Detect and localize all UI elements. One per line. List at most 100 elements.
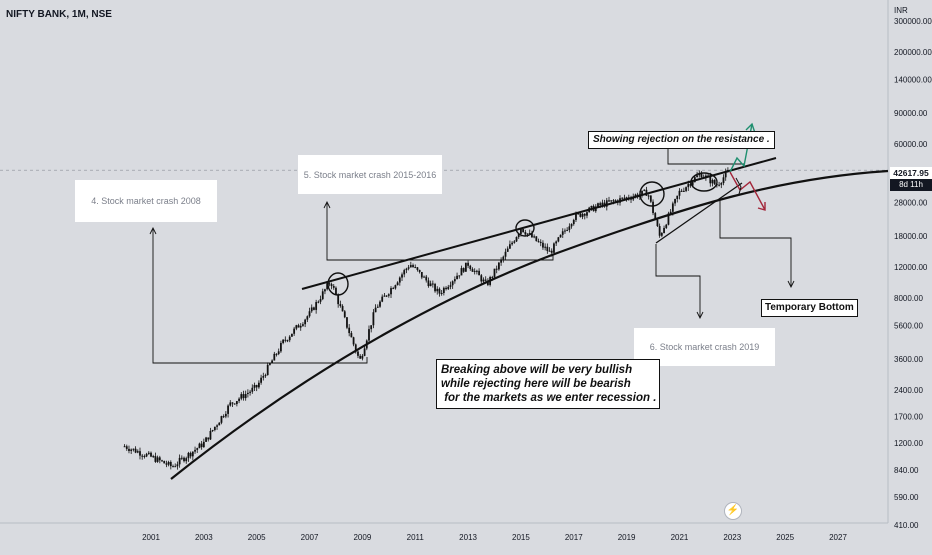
candle-body [641,190,643,195]
candle-body [592,205,595,212]
candle-body [244,394,247,399]
candle-body [145,453,148,457]
candle-body [559,234,562,238]
bracket-arrowhead [696,311,704,320]
candle-body [709,176,712,184]
candle-body [346,317,348,328]
candle-body [722,177,725,184]
candle-body [544,246,547,248]
price-tick-label: 5600.00 [894,321,923,330]
candle-body [330,284,333,287]
candle-body [187,452,190,459]
candle-body [260,377,262,383]
candle-body [660,232,663,236]
candle-body [271,360,274,364]
candle-body [282,339,285,343]
candle-body [610,200,613,202]
candle-body [350,333,353,338]
candle-body [398,277,401,283]
time-tick-label: 2025 [776,533,794,542]
candle-body [449,285,452,287]
candle-body [238,398,240,402]
time-tick-label: 2009 [353,533,371,542]
candle-body [205,437,207,442]
annotation-temporary-bottom[interactable]: Temporary Bottom [761,299,858,317]
candle-body [209,430,212,440]
time-tick-label: 2015 [512,533,530,542]
breakout-note-line-3: for the markets as we enter recession . [441,392,657,404]
candle-body [229,402,232,406]
annotation-breakout-note[interactable]: Breaking above will be very bullish whil… [436,359,660,409]
candle-body [680,190,683,192]
time-axis[interactable]: 2001 2003 2005 2007 2009 2011 2013 2015 2017 2019… [142,533,847,542]
candle-body [280,342,282,352]
candle-body [625,197,628,199]
candle-body [663,227,665,233]
candle-body [590,205,593,208]
bearish-arrowhead [757,202,766,211]
bracket-arrowhead [149,226,157,235]
candle-body [555,241,558,244]
candle-body [451,281,454,286]
candle-body [493,268,496,278]
candle-body [403,270,406,275]
annotation-crash-2019[interactable]: 6. Stock market crash 2019 [634,328,775,366]
candle-body [297,325,300,328]
candle-body [381,296,384,302]
candle-body [652,201,654,214]
highlight-circle [690,172,718,192]
price-tick-label: 60000.00 [894,140,928,149]
candle-body [227,405,229,414]
candle-body [601,202,604,205]
annotation-rejection[interactable]: Showing rejection on the resistance . [588,131,775,149]
candle-body [139,451,141,456]
candle-body [469,265,472,270]
candle-body [498,262,500,270]
price-tick-label: 200000.00 [894,48,932,57]
candle-body [390,288,392,295]
candle-body [614,200,617,202]
candle-body [372,312,375,326]
candle-body [720,183,723,185]
bracket-arrowhead [323,200,331,209]
candle-body [200,443,203,448]
time-tick-label: 2001 [142,533,160,542]
candle-body [233,403,236,405]
candle-body [348,327,351,334]
candle-body [167,461,170,465]
candle-body [313,307,315,310]
annotation-crash-2008[interactable]: 4. Stock market crash 2008 [75,180,217,222]
candle-body [440,292,443,294]
candle-body [654,213,657,220]
candle-body [442,287,445,293]
grid [0,0,889,524]
candle-body [537,241,540,243]
candle-body [275,353,278,355]
candle-body [515,237,518,242]
candle-body [704,175,707,178]
candle-body [658,226,661,236]
rejection-leader [667,148,744,165]
candle-body [143,456,146,458]
candle-body [632,196,635,200]
lightning-icon[interactable]: ⚡ [724,502,742,520]
candle-body [321,291,324,300]
price-tick-label: 28000.00 [894,198,928,207]
candle-body [513,241,516,243]
price-tick-label: 410.00 [894,521,919,530]
candle-body [486,280,489,285]
candle-body [702,177,705,179]
candle-body [517,233,520,238]
candle-body [570,224,573,227]
annotation-crash-2015[interactable]: 5. Stock market crash 2015-2016 [298,155,442,194]
candle-body [579,213,582,217]
candle-body [434,283,436,292]
candle-body [647,195,650,197]
candle-body [163,460,166,464]
candle-body [207,437,210,440]
candle-body [154,456,157,462]
candle-body [453,279,456,282]
candle-body [691,181,694,186]
